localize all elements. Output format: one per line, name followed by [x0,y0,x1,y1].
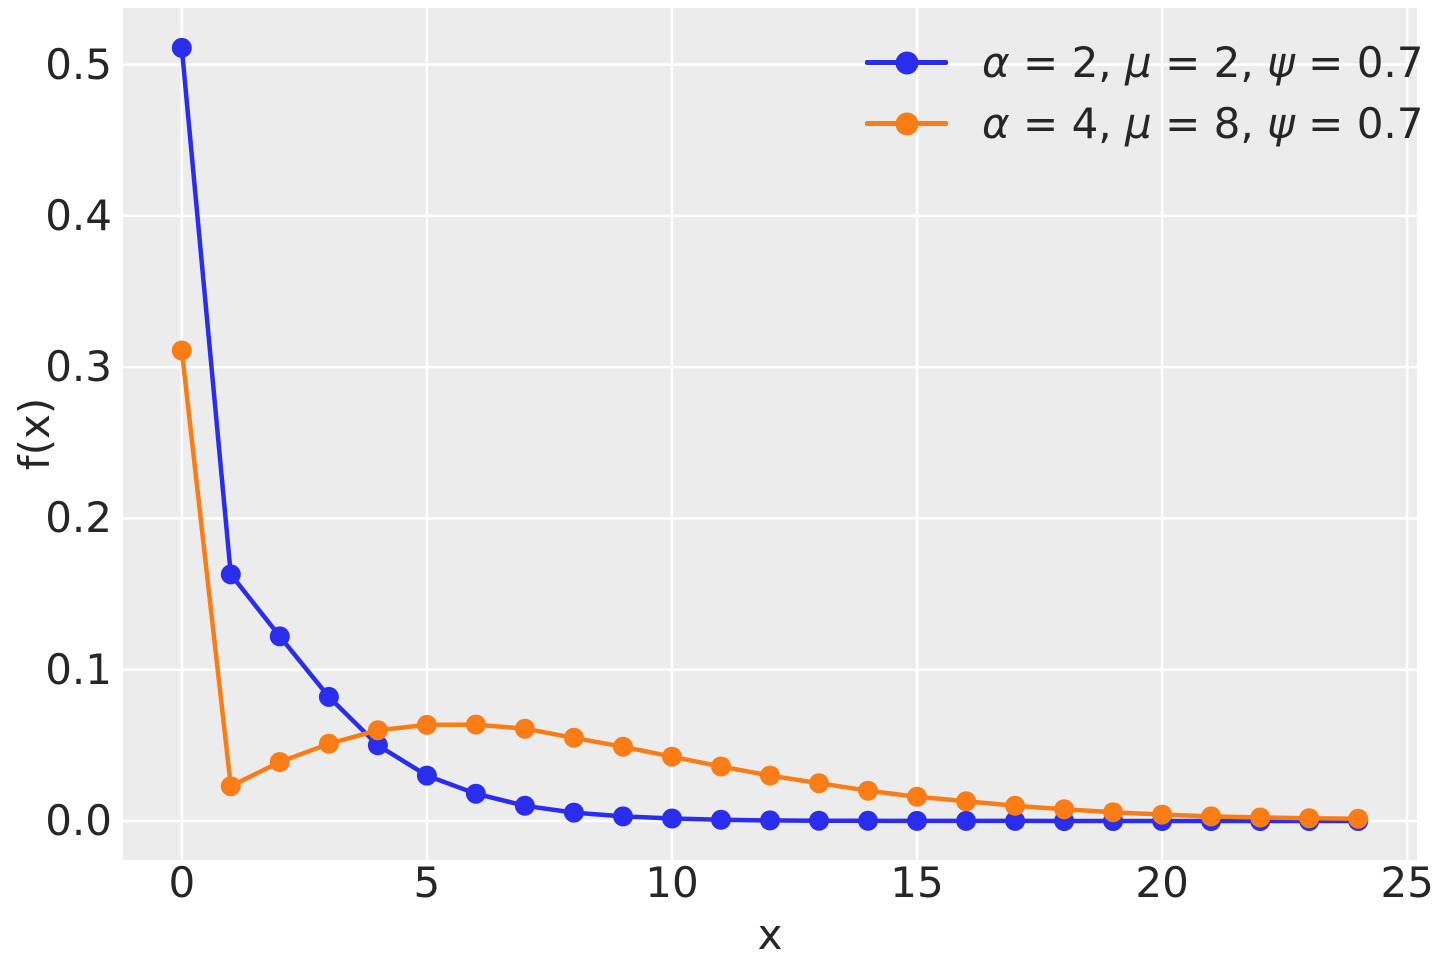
y-axis-label: f(x) [10,397,59,471]
data-point-marker [416,765,437,786]
data-point-marker [1299,808,1320,829]
series-line-alpha-2-mu-2-psi-0.7 [179,47,1359,824]
x-tick-label-0: 0 [168,858,196,907]
data-point-marker [711,809,731,830]
y-tick-label-0.1: 0.1 [45,644,112,694]
y-tick-label-0.4: 0.4 [45,190,112,240]
data-point-marker [416,714,437,735]
legend-marker-dot [895,112,918,135]
data-point-marker [367,735,388,756]
data-point-marker [1250,807,1271,828]
data-point-marker [465,714,486,735]
data-point-marker [907,810,927,831]
x-tick-label-20: 20 [1135,858,1189,907]
data-point-marker [1201,806,1222,827]
data-point-marker [220,564,241,585]
y-tick-label-0.5: 0.5 [45,39,112,89]
x-axis-label: x [757,910,783,959]
data-point-marker [318,733,339,754]
legend-label: α = 2, μ = 2, ψ = 0.7 [982,37,1424,87]
data-point-marker [514,795,535,816]
y-tick-label-0.2: 0.2 [45,493,112,543]
data-point-marker [220,776,241,797]
x-tick-label-15: 15 [890,858,944,907]
data-point-marker [1054,799,1075,820]
data-point-marker [711,756,731,777]
data-point-marker [318,686,339,707]
data-point-marker [613,806,633,827]
legend-line-sample [865,112,948,135]
data-point-marker [907,786,927,807]
data-point-marker [662,746,682,767]
data-point-marker [809,810,829,831]
plot-area [123,8,1417,860]
y-tick-label-0.3: 0.3 [45,342,112,392]
data-point-marker [563,727,584,748]
data-point-marker [563,802,584,823]
data-point-marker [1152,804,1173,825]
data-point-marker [171,340,192,361]
y-tick-label-0.0: 0.0 [45,795,112,845]
series-line-alpha-4-mu-8-psi-0.7 [179,350,1359,821]
data-point-marker [613,736,633,757]
data-point-marker [269,626,290,647]
data-point-marker [760,765,780,786]
x-tick-label-25: 25 [1380,858,1434,907]
data-point-marker [956,810,977,831]
x-tick-label-10: 10 [645,858,699,907]
data-point-marker [171,37,192,58]
data-point-marker [514,718,535,739]
data-point-marker [269,752,290,772]
legend-item-0: α = 2, μ = 2, ψ = 0.7 [865,32,1423,93]
data-point-marker [858,780,878,801]
data-point-marker [1005,795,1026,816]
data-point-marker [465,783,486,804]
legend-label: α = 4, μ = 8, ψ = 0.7 [982,98,1424,148]
data-point-marker [1005,810,1026,831]
legend: α = 2, μ = 2, ψ = 0.7 α = 4, μ = 8, ψ = 0… [865,32,1423,154]
data-point-marker [956,791,977,812]
data-point-marker [367,720,388,741]
data-point-marker [809,773,829,794]
data-point-marker [1348,808,1369,829]
legend-marker-dot [895,51,918,74]
data-point-marker [662,808,682,829]
x-tick-label-5: 5 [413,858,441,907]
data-point-marker [760,810,780,831]
data-point-marker [1103,802,1124,823]
legend-line-sample [865,51,948,74]
legend-item-1: α = 4, μ = 8, ψ = 0.7 [865,93,1423,154]
plot-svg [123,8,1417,860]
data-point-marker [858,810,878,831]
